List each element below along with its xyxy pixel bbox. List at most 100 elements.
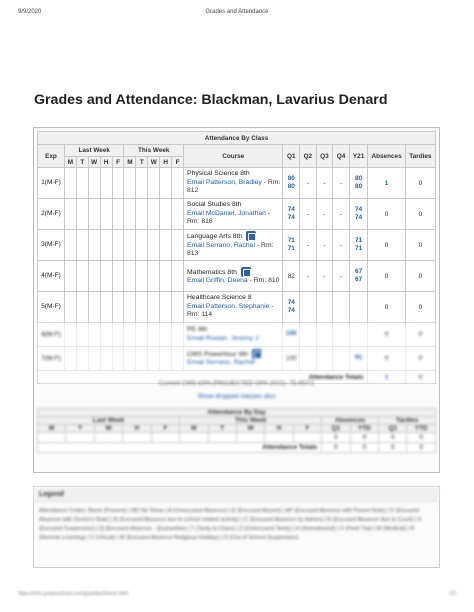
grade-q1-link[interactable]: 100 <box>282 322 301 347</box>
exp-cell: 4(M-F) <box>37 260 65 292</box>
legend-title: Legend <box>34 487 439 502</box>
day-col-ytd: YTD <box>349 424 380 433</box>
grade-y21-link[interactable]: 71 71 <box>348 229 369 261</box>
course-name: Physical Science 8th <box>187 170 250 178</box>
legend-body: Attendance Codes: Blank (Present) | ND N… <box>39 508 422 541</box>
exp-cell: 6(M-F) <box>37 322 65 347</box>
day-col-last-week: Last Week <box>36 416 181 425</box>
grade-q1-link[interactable]: 74 74 <box>282 198 301 230</box>
col-q2: Q2 <box>299 144 317 168</box>
absences-value: 0 <box>367 229 406 261</box>
assignment-calendar-icon[interactable] <box>240 266 251 277</box>
day-header: M <box>179 424 209 433</box>
room-text: - Rm: 813 <box>187 241 274 258</box>
teacher-email-link[interactable]: Email Serrano, Rachel <box>187 241 255 249</box>
col-y21: Y21 <box>348 144 369 168</box>
grade-q1-link[interactable]: 71 71 <box>282 229 301 261</box>
day-header: W <box>87 156 101 168</box>
col-q4: Q4 <box>332 144 350 168</box>
show-dropped-link[interactable]: Show dropped classes also <box>197 393 276 400</box>
teacher-email-link[interactable]: Email Serrano, Rachel <box>187 359 255 367</box>
totals-label: Attendance Totals <box>36 370 369 384</box>
grade-q2: - <box>299 198 317 230</box>
grade-q3: - <box>315 229 334 261</box>
col-this-week: This Week <box>123 144 184 157</box>
teacher-email-link[interactable]: Email Griffin, Deena <box>187 276 248 284</box>
tardies-value: 0 <box>404 167 437 199</box>
gpa-line: Current CMS GPA (PROJECTED GPA 2021): 75… <box>158 380 315 387</box>
grade-q3: - <box>315 167 334 199</box>
tardies-value: 0 <box>404 291 437 323</box>
course-name: PE 8th <box>187 326 208 334</box>
day-header: H <box>159 156 173 168</box>
day-header: W <box>93 424 124 433</box>
absences-link[interactable]: 1 <box>367 167 406 199</box>
grade-q2: - <box>299 167 317 199</box>
page-title: Grades and Attendance: Blackman, Lavariu… <box>34 92 388 108</box>
col-last-week: Last Week <box>63 144 125 157</box>
col-q3: Q3 <box>315 144 334 168</box>
day-col-tardies: Tardies <box>378 416 436 425</box>
grade-y21-link[interactable]: 91 <box>348 346 369 371</box>
day-header: F <box>150 424 181 433</box>
absences-value: 0 <box>367 322 406 347</box>
day-col-q1: Q1 <box>378 424 408 433</box>
absences-value: 0 <box>367 260 406 292</box>
tardies-value: 0 <box>404 346 437 371</box>
attendance-by-class-table: Attendance By Class Exp Last Week This W… <box>36 131 437 384</box>
day-col-q1: Q1 <box>321 424 351 433</box>
col-tardies: Tardies <box>404 144 437 168</box>
grade-q1: 82 <box>282 260 301 292</box>
tardies-value: 0 <box>404 229 437 261</box>
col-exp: Exp <box>37 144 65 168</box>
course-name: Language Arts 8th <box>187 233 243 241</box>
day-header: T <box>135 156 149 168</box>
day-table-caption: Attendance By Day <box>37 408 436 417</box>
grade-q4: - <box>332 167 350 199</box>
day-col-absences: Absences <box>321 416 380 425</box>
legend-panel: Legend Attendance Codes: Blank (Present)… <box>33 486 440 568</box>
day-header: W <box>147 156 161 168</box>
footer-url: https://cms.powerschool.com/guardian/hom… <box>18 591 129 597</box>
totals-absences[interactable]: 1 <box>367 370 406 384</box>
course-cell: Social Studies 8th Email McDaniel, Jonat… <box>182 198 284 230</box>
day-header: F <box>171 156 184 168</box>
teacher-email-link[interactable]: Email Rowan, Jeremy J <box>187 334 259 342</box>
grade-y21-link[interactable]: 67 67 <box>348 260 369 292</box>
tardies-value: 0 <box>404 198 437 230</box>
assignment-calendar-icon[interactable] <box>252 349 263 360</box>
grade-q1-link[interactable]: 74 74 <box>282 291 301 323</box>
room-text: - Rm: 114 <box>187 302 274 319</box>
day-header: H <box>99 156 113 168</box>
exp-cell: 5(M-F) <box>37 291 65 323</box>
grade-q4: - <box>332 229 350 261</box>
grade-y21-link[interactable]: 80 80 <box>348 167 369 199</box>
day-header: M <box>123 156 137 168</box>
day-value: 0 <box>349 432 380 443</box>
assignment-calendar-icon[interactable] <box>246 231 257 242</box>
day-header: F <box>292 424 323 433</box>
course-cell: Physical Science 8th Email Patterson, Br… <box>182 167 284 199</box>
day-value: 0 <box>321 432 351 443</box>
absences-value: 0 <box>367 291 406 323</box>
room-text: - Rm: 810 <box>247 276 280 284</box>
grade-q2: - <box>299 229 317 261</box>
class-row: 3(M-F) Language Arts 8th Email Serrano, … <box>37 229 437 261</box>
teacher-email-link[interactable]: Email Patterson, Bradley <box>187 178 262 186</box>
grade-q1-link[interactable]: 80 80 <box>282 167 301 199</box>
exp-cell: 3(M-F) <box>37 229 65 261</box>
footer-page-number: 1/2 <box>449 591 456 597</box>
print-doc-title: Grades and Attendance <box>205 9 269 15</box>
grade-y21 <box>348 291 369 323</box>
course-cell: Language Arts 8th Email Serrano, Rachel … <box>182 229 284 261</box>
room-text: - Rm: 816 <box>187 209 271 226</box>
teacher-email-link[interactable]: Email McDaniel, Jonathan <box>187 209 266 217</box>
grade-y21-link[interactable]: 74 74 <box>348 198 369 230</box>
class-row-blurred: 6(M-F) PE 8th Email Rowan, Jeremy J 100 0… <box>37 322 437 347</box>
absences-value: 0 <box>367 346 406 371</box>
day-header: F <box>111 156 125 168</box>
teacher-email-link[interactable]: Email Patterson, Stephanie <box>187 302 270 310</box>
tardies-value: 0 <box>404 260 437 292</box>
day-total: 0 <box>349 442 380 453</box>
col-absences: Absences <box>367 144 406 168</box>
